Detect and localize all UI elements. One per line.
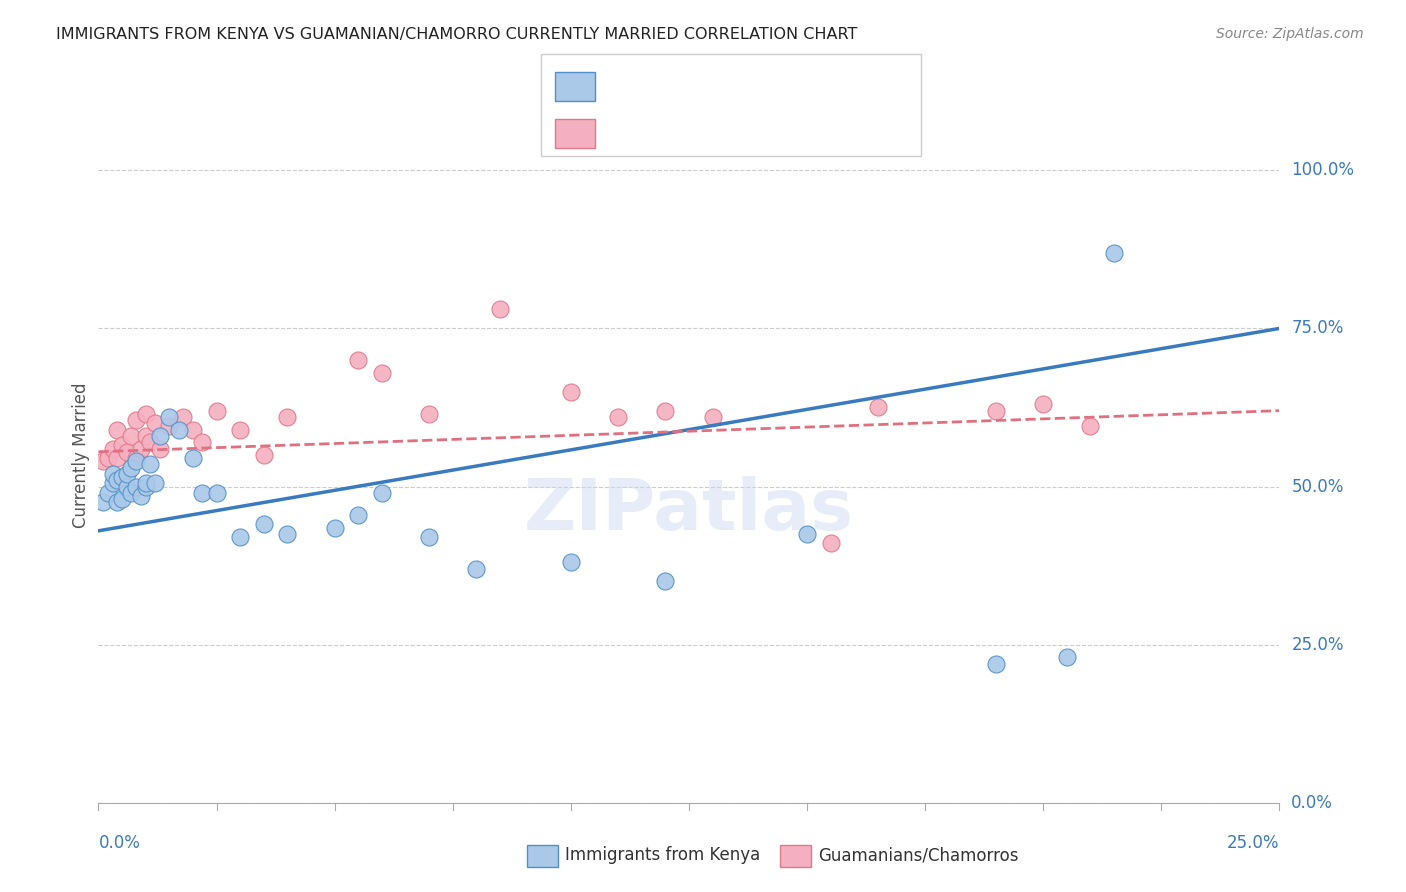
Point (205, 486, 228, 500)
Point (276, 409, 298, 424)
Point (866, 401, 889, 415)
Point (323, 521, 346, 535)
Point (347, 353, 370, 368)
Point (229, 423, 252, 437)
Point (135, 479, 157, 493)
Point (489, 302, 512, 317)
Point (560, 384, 582, 399)
Point (143, 476, 166, 491)
Point (1102, 245, 1125, 260)
Text: 100.0%: 100.0% (1291, 161, 1354, 179)
Point (276, 527, 298, 541)
Point (253, 517, 276, 532)
Point (191, 435, 214, 450)
Point (139, 435, 162, 450)
Text: R = 0.562   N = 39: R = 0.562 N = 39 (605, 78, 775, 95)
Point (135, 429, 157, 443)
Point (796, 527, 818, 541)
Point (97, 451, 120, 466)
Point (181, 451, 204, 466)
Point (105, 473, 128, 487)
Point (105, 451, 128, 466)
Point (121, 460, 143, 475)
Point (253, 448, 276, 462)
Point (91, 495, 114, 509)
Point (121, 486, 143, 500)
Point (129, 489, 152, 503)
Point (91, 454, 114, 468)
Point (115, 444, 138, 458)
Point (465, 562, 488, 576)
Point (121, 429, 143, 443)
Point (984, 657, 1007, 671)
Point (115, 467, 138, 481)
Point (129, 442, 152, 456)
Point (654, 403, 676, 417)
Point (125, 413, 148, 427)
Point (143, 417, 166, 431)
Point (157, 419, 180, 434)
Point (149, 429, 172, 443)
Point (607, 409, 630, 424)
Point (157, 409, 180, 424)
Point (125, 454, 148, 468)
Point (139, 458, 162, 472)
Point (1080, 419, 1102, 434)
Point (125, 451, 148, 466)
Point (111, 438, 134, 452)
Point (172, 409, 194, 424)
Point (418, 407, 440, 421)
Point (101, 467, 124, 481)
Point (820, 536, 842, 550)
Point (111, 470, 134, 484)
Point (654, 574, 676, 589)
Point (125, 479, 148, 493)
Point (1032, 397, 1054, 411)
Point (97, 486, 120, 500)
Point (1056, 650, 1078, 665)
Point (702, 409, 724, 424)
Point (135, 407, 157, 421)
Text: Source: ZipAtlas.com: Source: ZipAtlas.com (1216, 27, 1364, 41)
Y-axis label: Currently Married: Currently Married (72, 382, 90, 528)
Point (984, 403, 1007, 417)
Point (371, 486, 394, 500)
Text: 25.0%: 25.0% (1227, 834, 1279, 852)
Text: 75.0%: 75.0% (1291, 319, 1344, 337)
Text: Guamanians/Chamorros: Guamanians/Chamorros (818, 847, 1019, 864)
Text: 25.0%: 25.0% (1291, 636, 1344, 654)
Point (167, 423, 190, 437)
Point (135, 476, 157, 491)
Point (105, 423, 128, 437)
Text: 50.0%: 50.0% (1291, 477, 1344, 496)
Point (418, 530, 440, 544)
Point (101, 442, 124, 456)
Point (111, 492, 134, 507)
Point (560, 556, 582, 570)
Point (149, 442, 172, 456)
Text: R = 0.105   N = 37: R = 0.105 N = 37 (605, 125, 775, 143)
Point (105, 495, 128, 509)
Text: ZIPatlas: ZIPatlas (524, 476, 853, 545)
Text: IMMIGRANTS FROM KENYA VS GUAMANIAN/CHAMORRO CURRENTLY MARRIED CORRELATION CHART: IMMIGRANTS FROM KENYA VS GUAMANIAN/CHAMO… (56, 27, 858, 42)
Point (229, 530, 252, 544)
Text: 0.0%: 0.0% (98, 834, 141, 852)
Point (371, 366, 394, 380)
Text: Immigrants from Kenya: Immigrants from Kenya (565, 847, 761, 864)
Point (205, 403, 228, 417)
Text: 0.0%: 0.0% (1291, 794, 1333, 812)
Point (191, 486, 214, 500)
Point (115, 479, 138, 493)
Point (181, 423, 204, 437)
Point (347, 508, 370, 522)
Point (101, 476, 124, 491)
